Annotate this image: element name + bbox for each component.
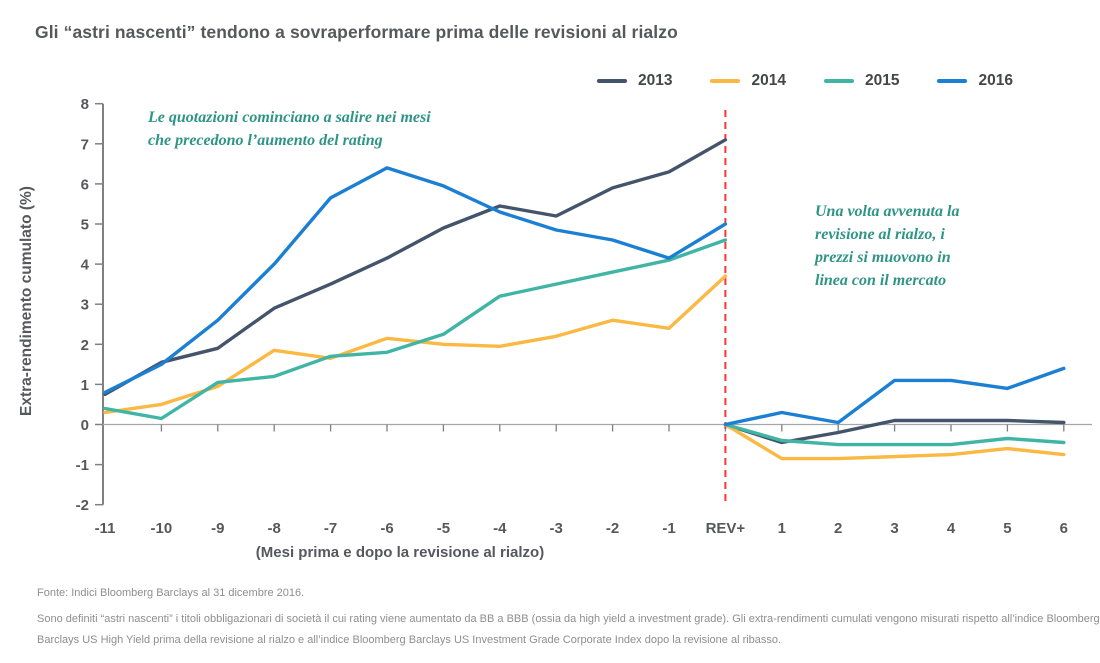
legend-swatch-2015 <box>823 79 854 83</box>
y-tick-label: 5 <box>81 217 89 234</box>
x-tick-label: REV+ <box>706 520 746 537</box>
y-tick-label: 3 <box>81 297 89 314</box>
y-tick-label: 8 <box>81 96 89 113</box>
x-tick-label: -1 <box>662 520 675 537</box>
legend-label: 2013 <box>638 72 673 89</box>
legend-label: 2014 <box>751 72 786 89</box>
legend-item-2013: 2013 <box>597 72 672 90</box>
y-tick-label: 0 <box>81 417 89 434</box>
legend-swatch-2013 <box>597 79 627 83</box>
footnote-text: Sono definiti “astri nascenti” i titoli … <box>37 613 1100 646</box>
y-tick-label: 4 <box>81 257 90 274</box>
x-tick-label: -10 <box>151 520 173 537</box>
x-tick-label: 3 <box>890 520 898 537</box>
series-line-2013-post <box>723 418 1066 445</box>
annotation-pre-upgrade: Le quotazioni cominciano a salire nei me… <box>148 109 431 149</box>
x-tick-label: 2 <box>834 520 842 537</box>
series-line-2013-pre <box>103 138 728 397</box>
x-tick-label: -4 <box>493 520 507 537</box>
y-tick-label: 6 <box>81 176 89 193</box>
chart-footer: Fonte: Indici Bloomberg Barclays al 31 d… <box>37 587 1100 651</box>
y-tick-label: -2 <box>76 497 89 514</box>
x-tick-label: -9 <box>211 520 224 537</box>
series-line-2015-pre <box>103 238 728 421</box>
legend-swatch-2016 <box>937 79 968 83</box>
x-tick-label: -8 <box>268 520 281 537</box>
x-axis-label: (Mesi prima e dopo la revisione al rialz… <box>255 544 545 561</box>
x-tick-label: 6 <box>1060 520 1068 537</box>
series-line-2014-post <box>723 422 1066 461</box>
x-tick-label: -2 <box>606 520 619 537</box>
legend-item-2016: 2016 <box>937 72 1013 90</box>
x-tick-label: -7 <box>324 520 337 537</box>
y-axis-label: Extra-rendimento cumulato (%) <box>18 186 35 416</box>
x-tick-label: -6 <box>380 520 393 537</box>
legend-item-2015: 2015 <box>823 72 900 90</box>
x-tick-label: -11 <box>95 520 116 537</box>
legend-label: 2015 <box>864 72 900 89</box>
x-tick-label: -5 <box>437 520 450 537</box>
source-text: Fonte: Indici Bloomberg Barclays al 31 d… <box>37 587 305 599</box>
x-tick-label: 1 <box>778 520 786 537</box>
page-title: Gli “astri nascenti” tendono a sovraperf… <box>35 22 678 42</box>
legend-item-2014: 2014 <box>710 72 786 90</box>
legend-swatch-2014 <box>710 79 741 83</box>
y-tick-label: 1 <box>81 377 89 394</box>
chart-legend: 2013 2014 2015 2016 <box>597 72 1013 90</box>
x-tick-label: -3 <box>550 520 563 537</box>
y-tick-label: -1 <box>76 457 89 474</box>
series-line-2016-pre <box>103 166 728 395</box>
y-tick-label: 7 <box>81 136 89 153</box>
legend-label: 2016 <box>978 72 1013 89</box>
x-tick-label: 4 <box>947 520 956 537</box>
series-line-2016-post <box>723 366 1066 427</box>
series-line-2015-post <box>723 422 1066 447</box>
x-tick-label: 5 <box>1003 520 1011 537</box>
y-tick-label: 2 <box>81 337 89 354</box>
annotation-post-upgrade: Una volta avvenuta la revisione al rialz… <box>815 203 960 289</box>
